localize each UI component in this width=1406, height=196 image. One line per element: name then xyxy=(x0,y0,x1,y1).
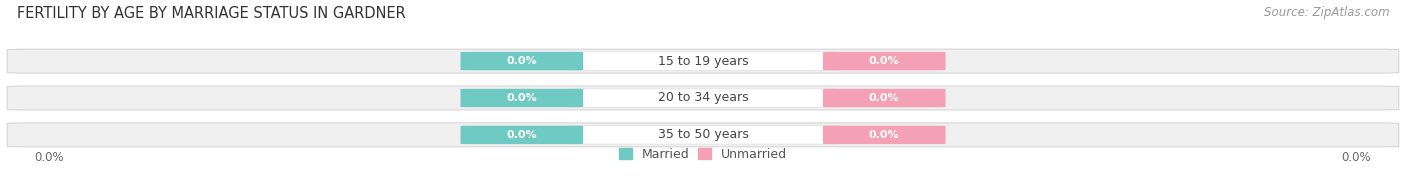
FancyBboxPatch shape xyxy=(7,49,1399,73)
Text: 0.0%: 0.0% xyxy=(1341,151,1371,164)
Text: 15 to 19 years: 15 to 19 years xyxy=(658,55,748,68)
FancyBboxPatch shape xyxy=(461,89,583,107)
Text: 0.0%: 0.0% xyxy=(35,151,65,164)
FancyBboxPatch shape xyxy=(7,86,1399,110)
Text: 0.0%: 0.0% xyxy=(869,93,900,103)
FancyBboxPatch shape xyxy=(568,52,838,70)
Text: 0.0%: 0.0% xyxy=(506,56,537,66)
FancyBboxPatch shape xyxy=(568,126,838,144)
FancyBboxPatch shape xyxy=(461,52,583,70)
Text: 35 to 50 years: 35 to 50 years xyxy=(658,128,748,141)
Text: FERTILITY BY AGE BY MARRIAGE STATUS IN GARDNER: FERTILITY BY AGE BY MARRIAGE STATUS IN G… xyxy=(17,6,405,21)
Text: 20 to 34 years: 20 to 34 years xyxy=(658,92,748,104)
FancyBboxPatch shape xyxy=(568,89,838,107)
Text: Source: ZipAtlas.com: Source: ZipAtlas.com xyxy=(1264,6,1389,19)
Text: 0.0%: 0.0% xyxy=(506,130,537,140)
Text: 0.0%: 0.0% xyxy=(506,93,537,103)
FancyBboxPatch shape xyxy=(461,126,583,144)
FancyBboxPatch shape xyxy=(823,126,945,144)
FancyBboxPatch shape xyxy=(823,52,945,70)
Legend: Married, Unmarried: Married, Unmarried xyxy=(619,148,787,161)
Text: 0.0%: 0.0% xyxy=(869,56,900,66)
FancyBboxPatch shape xyxy=(823,89,945,107)
Text: 0.0%: 0.0% xyxy=(869,130,900,140)
FancyBboxPatch shape xyxy=(7,123,1399,147)
